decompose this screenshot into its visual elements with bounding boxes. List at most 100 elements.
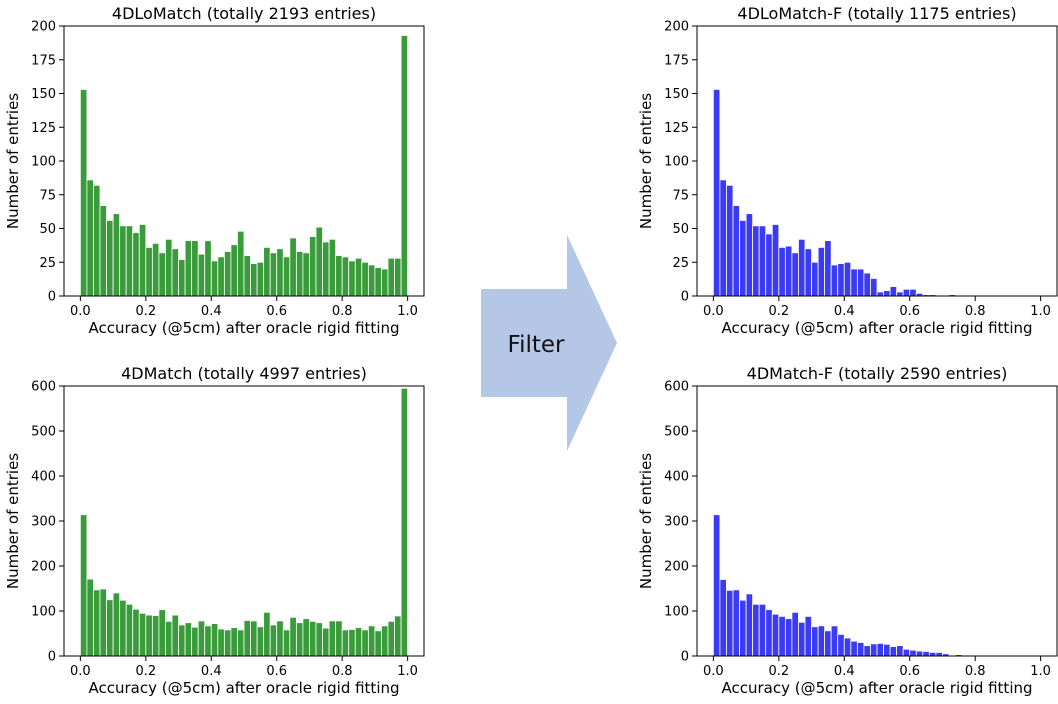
y-tick-label: 100 bbox=[664, 605, 689, 620]
histogram-bar bbox=[355, 628, 362, 656]
y-tick-label: 600 bbox=[664, 380, 689, 395]
histogram-bar bbox=[323, 628, 330, 656]
histogram-bar bbox=[309, 237, 316, 296]
histogram-bar bbox=[87, 579, 94, 656]
histogram-bar bbox=[336, 256, 343, 297]
histogram-bar bbox=[375, 268, 382, 296]
histogram-bar bbox=[936, 652, 943, 656]
histogram-bar bbox=[264, 612, 271, 656]
histogram-bar bbox=[890, 287, 897, 296]
histogram-bar bbox=[237, 231, 244, 296]
histogram-bar bbox=[766, 234, 773, 296]
histogram-bar bbox=[844, 262, 851, 296]
histogram-bar bbox=[192, 627, 199, 656]
x-tick-label: 0.6 bbox=[899, 664, 920, 679]
y-tick-label: 75 bbox=[672, 188, 689, 203]
histogram-bar bbox=[864, 646, 871, 656]
x-tick-label: 0.2 bbox=[135, 304, 156, 319]
histogram-bar bbox=[785, 619, 792, 656]
y-tick-label: 300 bbox=[31, 515, 56, 530]
histogram-bar bbox=[218, 629, 225, 656]
arrow-label: Filter bbox=[508, 332, 566, 358]
y-tick-label: 50 bbox=[672, 222, 689, 237]
histogram-bar bbox=[198, 254, 205, 296]
y-tick-label: 100 bbox=[31, 155, 56, 170]
histogram-bar bbox=[152, 243, 159, 296]
histogram-bar bbox=[733, 590, 740, 656]
histogram-bar bbox=[303, 253, 310, 296]
histogram-bar bbox=[342, 257, 349, 296]
histogram-bar bbox=[890, 647, 897, 656]
histogram-bar bbox=[283, 257, 290, 296]
histogram-bar bbox=[87, 180, 94, 296]
histogram-bar bbox=[864, 273, 871, 296]
y-tick-label: 500 bbox=[31, 425, 56, 440]
x-tick-label: 0.6 bbox=[266, 664, 287, 679]
histogram-bar bbox=[740, 600, 747, 656]
histogram-bar bbox=[838, 264, 845, 296]
y-tick-label: 200 bbox=[31, 560, 56, 575]
histogram-bar bbox=[792, 612, 799, 656]
histogram-bar bbox=[309, 621, 316, 656]
histogram-bar bbox=[825, 241, 832, 296]
histogram-bar bbox=[766, 610, 773, 656]
histogram-bar bbox=[159, 253, 166, 296]
y-tick-label: 0 bbox=[681, 290, 689, 305]
histogram-bar bbox=[903, 649, 910, 656]
x-tick-label: 0.6 bbox=[899, 304, 920, 319]
histogram-bar bbox=[296, 623, 303, 656]
y-tick-label: 75 bbox=[39, 188, 56, 203]
histogram-bar bbox=[100, 206, 107, 296]
histogram-bar bbox=[805, 249, 812, 296]
histogram-bar bbox=[772, 224, 779, 296]
x-tick-label: 0.6 bbox=[266, 304, 287, 319]
x-tick-label: 0.8 bbox=[332, 664, 353, 679]
histogram-bar bbox=[831, 265, 838, 296]
histogram-bar bbox=[323, 242, 330, 296]
histogram-bar bbox=[395, 616, 402, 656]
histogram-bar bbox=[257, 262, 264, 296]
histogram-bar bbox=[192, 241, 199, 296]
histogram-bar bbox=[185, 623, 192, 656]
histogram-bar bbox=[812, 627, 819, 656]
histogram-bar bbox=[877, 292, 884, 296]
histogram-bar bbox=[759, 604, 766, 656]
bars bbox=[80, 388, 407, 656]
histogram-bar bbox=[152, 616, 159, 657]
histogram-bar bbox=[857, 643, 864, 657]
histogram-bar bbox=[746, 214, 753, 296]
x-tick-label: 0.0 bbox=[703, 304, 724, 319]
y-tick-label: 500 bbox=[664, 425, 689, 440]
histogram-bar bbox=[179, 625, 186, 656]
histogram-bar bbox=[713, 89, 720, 296]
histogram-bar bbox=[146, 615, 153, 656]
histogram-bar bbox=[139, 224, 146, 296]
histogram-bar bbox=[277, 621, 284, 656]
histogram-bar bbox=[362, 630, 369, 656]
histogram-bar bbox=[107, 600, 114, 656]
histogram-bar bbox=[277, 249, 284, 296]
x-tick-label: 0.2 bbox=[135, 664, 156, 679]
histogram-bar bbox=[80, 515, 87, 656]
histogram-bar bbox=[929, 652, 936, 656]
histogram-bar bbox=[165, 239, 172, 296]
histogram-bar bbox=[218, 257, 225, 296]
histogram-bar bbox=[316, 623, 323, 656]
histogram-bar bbox=[844, 638, 851, 656]
histogram-bar bbox=[205, 241, 212, 296]
histogram-bar bbox=[270, 625, 277, 656]
histogram-bar bbox=[198, 621, 205, 656]
histogram-bar bbox=[342, 630, 349, 656]
x-axis-label: Accuracy (@5cm) after oracle rigid fitti… bbox=[721, 679, 1032, 697]
histogram-bar bbox=[375, 631, 382, 656]
histogram-bar bbox=[910, 289, 917, 296]
histogram-bar bbox=[224, 251, 231, 296]
histogram-bar bbox=[290, 238, 297, 296]
x-tick-label: 1.0 bbox=[1030, 304, 1051, 319]
histogram-bar bbox=[910, 650, 917, 656]
histogram-bar bbox=[349, 629, 356, 656]
histogram-bar bbox=[303, 619, 310, 656]
histogram-bar bbox=[916, 651, 923, 656]
